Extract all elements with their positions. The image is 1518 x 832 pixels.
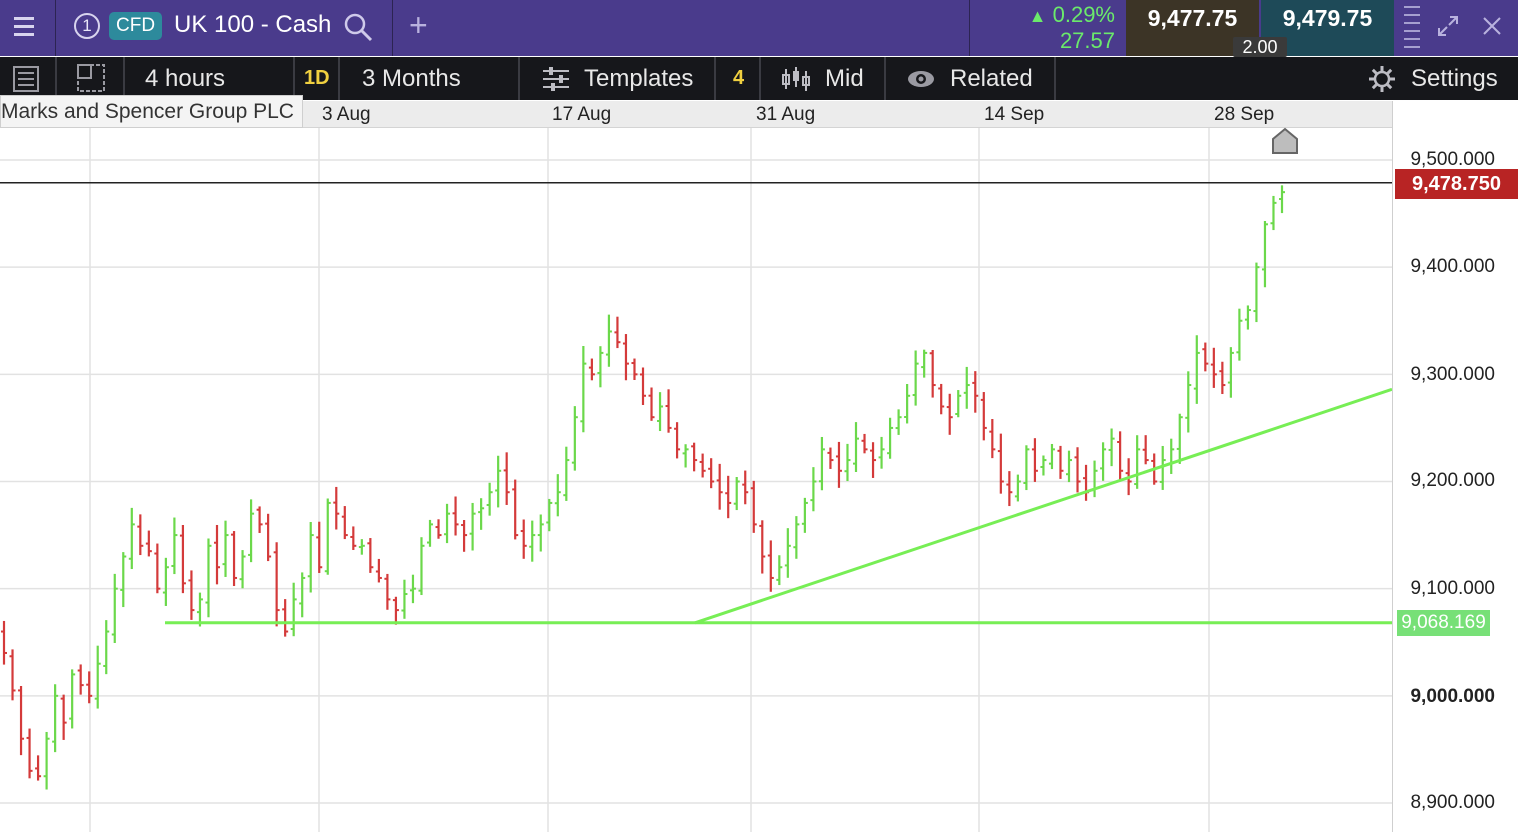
change-percent: ▲ 0.29% [1028,2,1115,27]
layout-icon[interactable] [76,63,106,93]
price-change: ▲ 0.29% 27.57 [970,0,1125,56]
y-tick-label: 9,200.000 [1410,470,1495,491]
horizontal-line-tag[interactable]: 9,068.169 [1397,610,1490,636]
interval-badge[interactable]: 1D [304,67,330,89]
instrument-type-badge: CFD [109,12,163,40]
price-chart[interactable] [0,128,1392,832]
drag-handle-icon[interactable] [1402,0,1422,56]
close-icon[interactable] [1482,16,1502,36]
sell-price: 9,477.75 [1147,5,1238,31]
y-tick-label: 8,900.000 [1410,792,1495,813]
instrument-header: 1 CFD UK 100 - Cash + ▲ 0.29% 27.57 9,47… [0,0,1518,57]
instrument-name[interactable]: UK 100 - Cash [174,11,332,38]
buy-price: 9,479.75 [1282,5,1373,31]
x-tick-label: 28 Sep [1214,104,1275,125]
y-tick-label: 9,500.000 [1410,149,1495,170]
interval-select[interactable]: 4 hours [145,65,226,92]
x-axis: 3 Aug 17 Aug 31 Aug 14 Sep 28 Sep [0,101,1392,128]
y-tick-label: 9,100.000 [1410,578,1495,599]
up-arrow-icon: ▲ [1028,6,1047,26]
x-tick-label: 3 Aug [322,104,371,125]
range-select[interactable]: 3 Months [362,65,461,92]
trendline [694,387,1392,625]
templates-count[interactable]: 4 [733,67,745,89]
list-icon[interactable] [12,65,40,93]
settings-button[interactable]: Settings [1411,65,1498,92]
y-tick-label: 9,400.000 [1410,256,1495,277]
y-tick-label: 9,300.000 [1410,364,1495,385]
current-price-tag: 9,478.750 [1395,169,1518,199]
step-number-badge: 1 [74,13,100,39]
tooltip: Marks and Spencer Group PLC [0,95,303,128]
menu-button[interactable] [0,0,48,56]
add-tab-icon[interactable]: + [409,7,428,43]
home-icon[interactable] [1271,127,1299,155]
sell-button[interactable]: 9,477.75 [1126,0,1259,56]
chart-toolbar: 4 hours 1D 3 Months Templates 4 Mid Rela… [0,57,1518,100]
templates-button[interactable]: Templates [584,65,694,92]
y-tick-label: 9,000.000 [1410,686,1495,707]
x-tick-label: 17 Aug [552,104,612,125]
sliders-icon [543,67,569,91]
x-tick-label: 31 Aug [756,104,816,125]
x-tick-label: 14 Sep [984,104,1045,125]
spread-badge: 2.00 [1233,37,1287,57]
change-points: 27.57 [1059,28,1115,53]
expand-icon[interactable] [1437,15,1459,37]
related-button[interactable]: Related [950,65,1033,92]
eye-icon [908,71,934,87]
price-mode-button[interactable]: Mid [825,65,864,92]
y-axis: 9,500.000 9,400.000 9,300.000 9,200.000 … [1392,101,1518,832]
gear-icon[interactable] [1368,65,1396,93]
search-icon[interactable] [343,12,373,42]
candlestick-icon [782,67,810,91]
